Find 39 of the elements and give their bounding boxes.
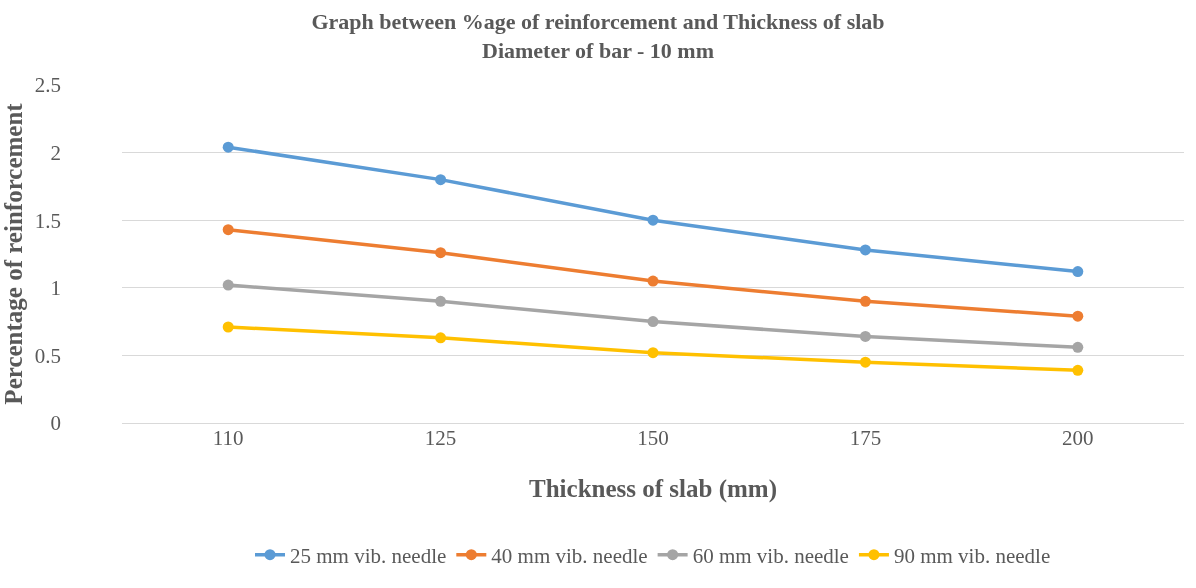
x-tick-label: 200 — [1062, 426, 1094, 450]
point — [222, 279, 234, 291]
legend-label: 90 mm vib. needle — [893, 543, 1051, 568]
point — [1072, 341, 1084, 353]
legend-label: 25 mm vib. needle — [290, 543, 447, 568]
point — [647, 347, 659, 359]
point — [435, 332, 447, 344]
y-tick-label: 0.5 — [34, 343, 61, 368]
point — [859, 295, 871, 307]
x-axis-title: Thickness of slab (mm) — [529, 475, 777, 503]
legend-label: 60 mm vib. needle — [692, 543, 849, 568]
point — [859, 356, 871, 368]
chart-subtitle: Diameter of bar - 10 mm — [482, 38, 714, 63]
y-tick-label: 1 — [50, 276, 61, 301]
y-tick-label: 2.5 — [34, 73, 61, 98]
point — [222, 224, 234, 236]
y-tick-label: 1.5 — [34, 208, 61, 233]
point — [859, 244, 871, 256]
point — [859, 330, 871, 342]
y-tick-label: 0 — [50, 411, 61, 436]
x-tick-label: 110 — [212, 426, 244, 450]
point — [435, 174, 447, 186]
point — [1072, 364, 1084, 376]
y-axis-title: Percentage of reinforcement — [0, 102, 27, 405]
x-tick-label: 125 — [424, 426, 457, 450]
point — [647, 316, 659, 328]
point — [435, 247, 447, 259]
x-tick-label: 150 — [637, 426, 669, 450]
point — [1072, 266, 1084, 278]
point — [1072, 310, 1084, 322]
point — [222, 141, 234, 153]
legend-label: 40 mm vib. needle — [491, 543, 648, 568]
chart-title: Graph between %age of reinforcement and Thickness of slab — [311, 9, 885, 35]
x-tick-label: 175 — [849, 426, 882, 450]
point — [435, 295, 447, 307]
point — [647, 275, 659, 287]
point — [647, 214, 659, 226]
point — [222, 321, 234, 333]
y-tick-label: 2 — [50, 140, 61, 165]
